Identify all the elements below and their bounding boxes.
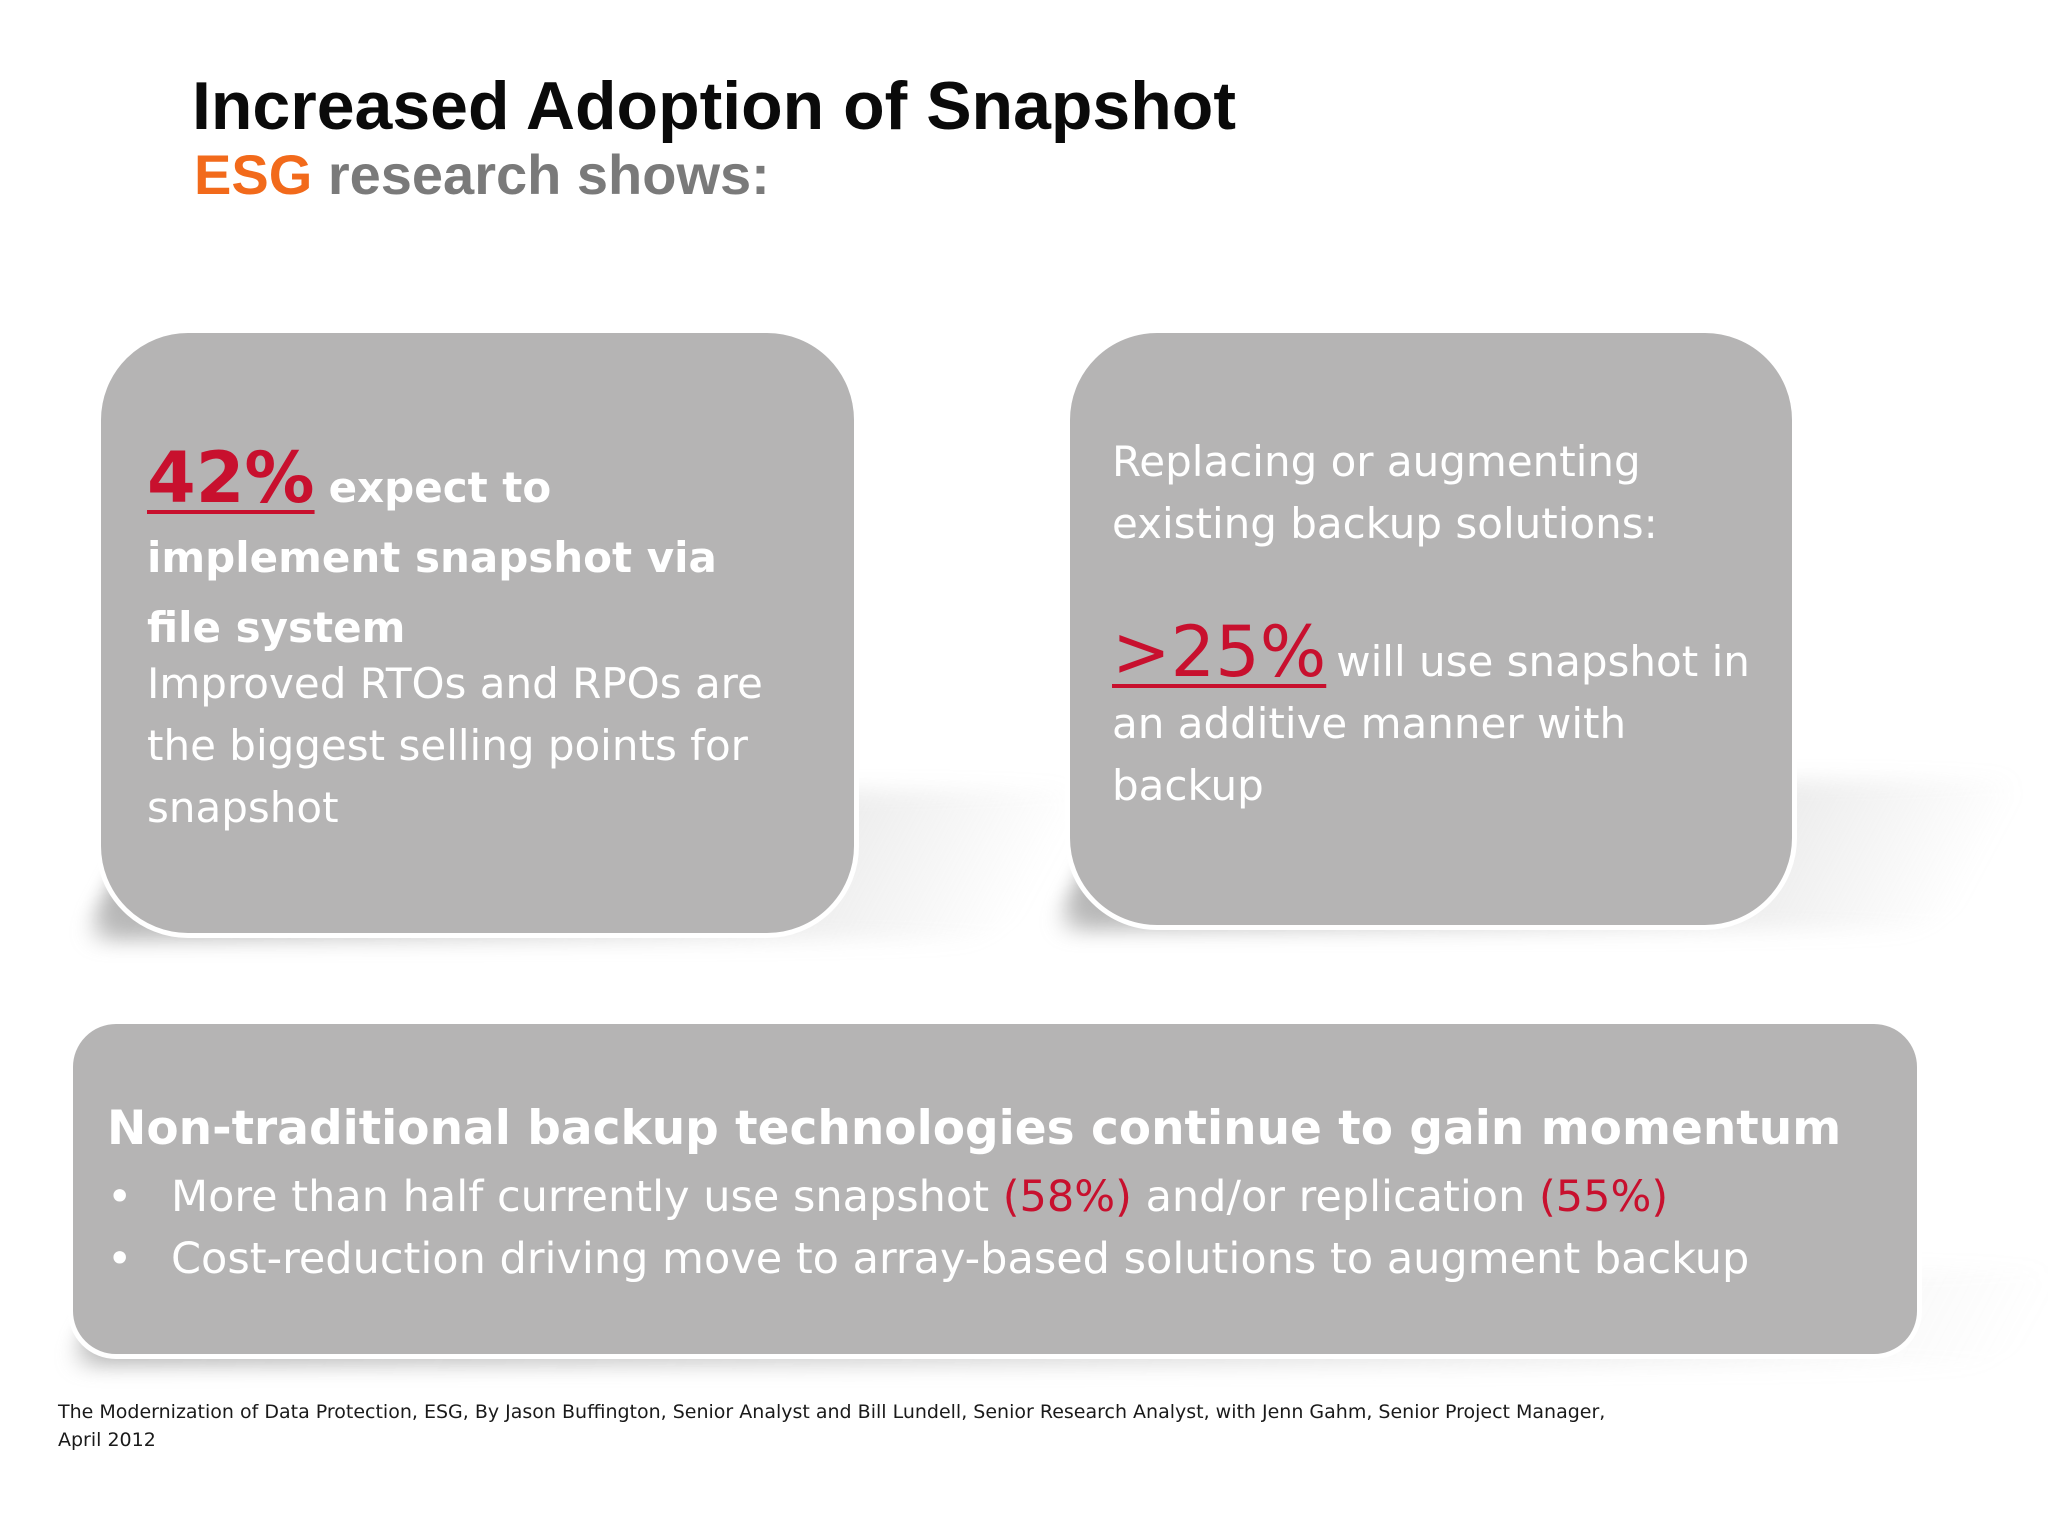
bullet1-text-b: and/or replication [1131,1172,1540,1222]
stat-card-additive: Replacing or augmenting existing backup … [1065,328,1797,930]
momentum-bullet-list: • More than half currently use snapshot (… [107,1166,1749,1290]
replication-percent: (55%) [1539,1172,1669,1222]
subtitle-text: research shows: [312,143,770,206]
additive-stat: >25% will use snapshot in an additive man… [1112,617,1772,817]
esg-brand-text: ESG [194,143,313,206]
file-system-stat-text: expect to implement snapshot via file sy… [147,463,717,652]
slide-subtitle: ESG research shows: [194,142,770,208]
source-citation: The Modernization of Data Protection, ES… [58,1398,1658,1454]
list-item: • More than half currently use snapshot (… [107,1166,1749,1228]
additive-stat-text: will use snapshot in an additive manner … [1112,637,1750,810]
file-system-stat: 42% expect to implement snapshot via file… [147,443,787,663]
slide-title: Increased Adoption of Snapshot [192,68,1236,144]
citation-line-1: The Modernization of Data Protection, ES… [58,1401,1606,1423]
citation-line-2: April 2012 [58,1429,156,1451]
selling-points-text: Improved RTOs and RPOs are the biggest s… [147,659,763,832]
momentum-card: Non-traditional backup technologies cont… [68,1019,1922,1359]
stat-card-file-system: 42% expect to implement snapshot via file… [96,328,859,938]
replacing-intro-text: Replacing or augmenting existing backup … [1112,437,1658,548]
additive-percent: >25% [1112,611,1327,693]
file-system-percent: 42% [147,437,315,519]
list-item: • Cost-reduction driving move to array-ba… [107,1228,1749,1290]
snapshot-percent: (58%) [1002,1172,1132,1222]
bullet-icon: • [107,1172,133,1222]
bullet-icon: • [107,1234,133,1284]
bullet2-text: Cost-reduction driving move to array-bas… [171,1234,1750,1284]
momentum-heading: Non-traditional backup technologies cont… [107,1101,1842,1156]
bullet1-text-a: More than half currently use snapshot [171,1172,1003,1222]
